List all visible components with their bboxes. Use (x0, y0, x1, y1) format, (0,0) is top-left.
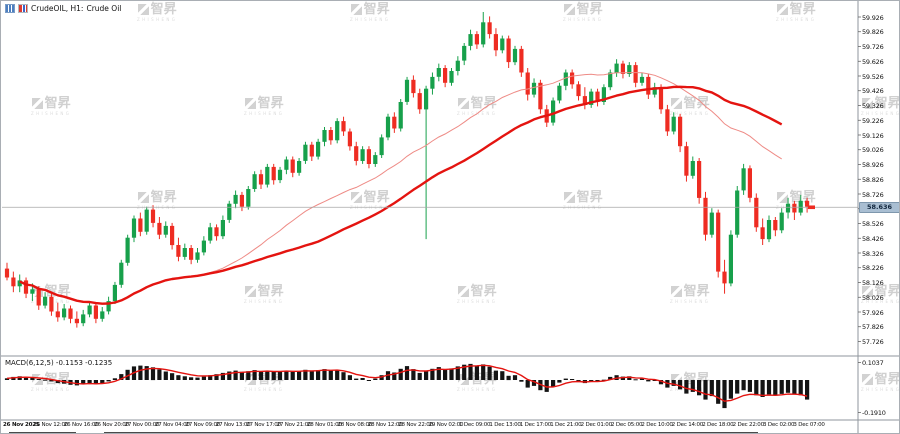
price-tick-label: 58.026 (862, 293, 884, 302)
time-tick-label: 28 Nov 22:00 (398, 422, 433, 428)
time-tick-label: 26 Nov 20:00 (94, 422, 129, 428)
bar-chart-icon[interactable] (5, 4, 15, 13)
scrollbar-segment[interactable] (9, 431, 76, 433)
time-tick-label: 27 Nov 09:00 (185, 422, 221, 428)
time-tick-label: 1 Dec 21:00 (550, 422, 582, 428)
time-tick-label: 27 Nov 21:00 (276, 422, 312, 428)
time-tick-label: 27 Nov 13:00 (215, 422, 251, 428)
time-tick-label: 28 Nov 01:00 (307, 422, 342, 428)
ma-slow-line (19, 85, 783, 305)
candlestick-icon[interactable] (18, 4, 28, 13)
macd-indicator-label: MACD(6,12,5) -0.1153 -0.1235 (5, 358, 113, 367)
time-tick-label: 27 Nov 17:00 (246, 422, 281, 428)
price-tick-label: 59.626 (862, 57, 884, 66)
last-price-arrow (808, 205, 815, 210)
price-tick-label: 58.326 (862, 249, 884, 258)
price-tick-label: 58.726 (862, 190, 884, 199)
price-tick-label: 59.726 (862, 43, 884, 51)
time-tick-label: 2 Dec 22:00 (732, 422, 764, 428)
price-tick-label: 58.126 (862, 279, 884, 287)
time-tick-label: 26 Nov 12:00 (33, 422, 69, 428)
candlestick-series (4, 12, 810, 328)
time-tick-label: 28 Nov 12:00 (367, 422, 403, 428)
time-tick-label: 2 Dec 10:00 (641, 422, 673, 428)
time-tick-label: 29 Nov 02:00 (428, 422, 464, 428)
time-tick-label: 2 Dec 14:00 (671, 422, 704, 428)
time-tick-label: 3 Dec 07:00 (793, 422, 825, 428)
last-price-tag: 58.636 (859, 201, 899, 213)
time-tick-label: 26 Nov 16:00 (63, 422, 99, 428)
price-tick-label: 59.526 (862, 72, 884, 81)
time-tick-label: 3 Dec 02:00 (763, 422, 795, 428)
price-tick-label: 59.926 (862, 13, 884, 22)
time-tick-label: 27 Nov 04:00 (155, 422, 190, 428)
time-tick-label: 1 Dec 09:00 (459, 422, 491, 428)
price-tick-label: 59.426 (862, 87, 884, 96)
price-tick-label: 57.726 (862, 338, 884, 346)
price-tick-label: 59.226 (862, 116, 884, 125)
price-tick-label: 59.026 (862, 146, 884, 155)
chart-symbol-period: CrudeOIL, H1: (31, 4, 84, 13)
time-tick-label: 2 Dec 18:00 (702, 422, 734, 428)
time-tick-label: 28 Nov 08:00 (337, 422, 373, 428)
price-tick-label: 58.226 (862, 264, 884, 273)
price-tick-label: 59.826 (862, 28, 884, 37)
price-tick-label: 59.326 (862, 102, 884, 110)
macd-tick-label: -0.1910 (862, 408, 886, 417)
price-tick-label: 57.926 (862, 308, 884, 317)
price-tick-label: 58.826 (862, 175, 884, 184)
price-tick-label: 59.126 (862, 131, 884, 140)
price-tick-label: 58.426 (862, 234, 884, 243)
time-tick-label: 2 Dec 01:00 (580, 422, 612, 428)
time-tick-label: 2 Dec 05:00 (611, 422, 643, 428)
chart-symbol-description: Crude Oil (86, 4, 122, 13)
macd-tick-label: 0.1037 (862, 358, 884, 367)
time-tick-label: 1 Dec 13:00 (489, 422, 521, 428)
time-tick-label: 26 Nov 2025 (3, 422, 40, 428)
time-tick-label: 1 Dec 17:00 (519, 422, 552, 428)
scrollbar-segment[interactable] (104, 431, 758, 433)
price-tick-label: 58.526 (862, 220, 884, 228)
price-tick-label: 58.926 (862, 161, 884, 169)
time-tick-label: 27 Nov 00:00 (124, 422, 160, 428)
chart-title: CrudeOIL, H1: Crude Oil (5, 4, 121, 13)
price-tick-label: 57.826 (862, 323, 884, 332)
